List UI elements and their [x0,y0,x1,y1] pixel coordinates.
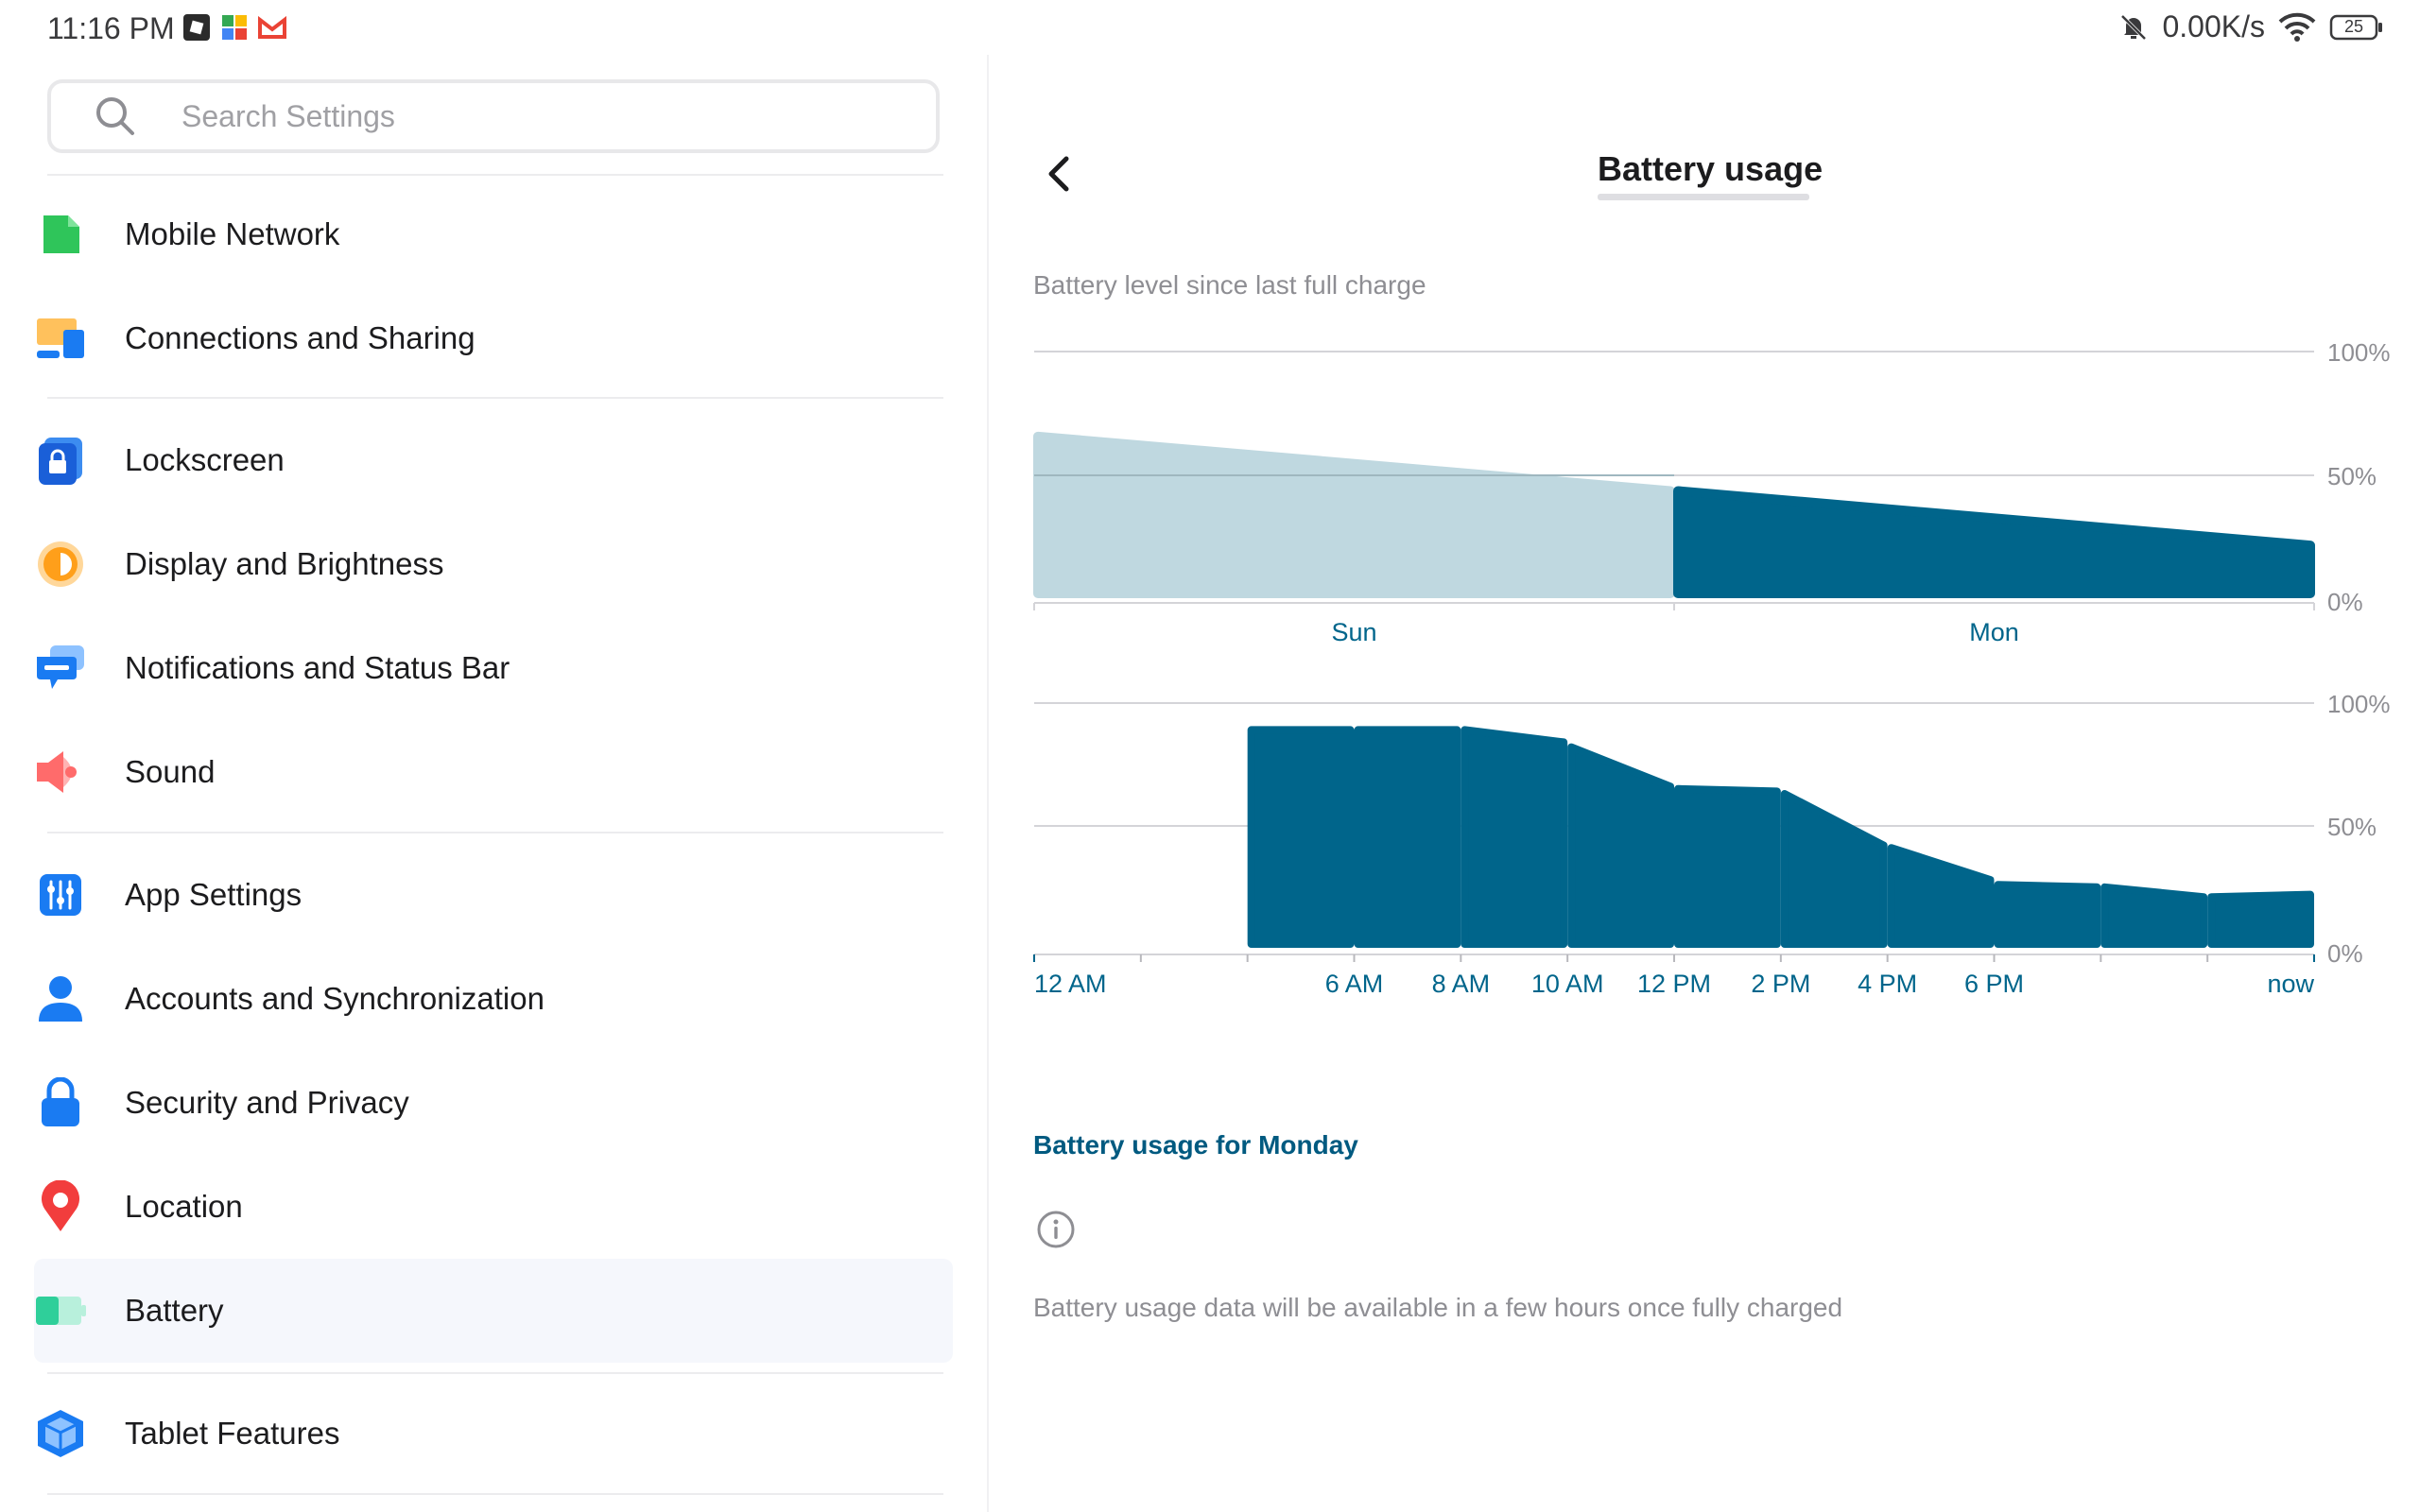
connections-icon [37,318,84,358]
lockscreen-icon [39,438,82,485]
section-title: Battery usage for Monday [1033,1130,1358,1160]
x-tick-label: Sun [1331,618,1376,646]
mobile-network-icon [43,215,79,253]
x-tick-label: Mon [1969,618,2019,646]
usage-bar [1780,790,1888,948]
y-tick-label: 50% [2327,813,2377,841]
sidebar-item-notifications[interactable]: Notifications and Status Bar [34,616,953,720]
chart-caption: Battery level since last full charge [1033,270,1426,300]
search-input[interactable]: Search Settings [47,79,940,153]
sidebar-item-label: Security and Privacy [125,1085,409,1120]
usage-bar [1354,726,1461,948]
x-tick-label: 6 AM [1325,970,1384,998]
x-tick-label: 2 PM [1751,970,1810,998]
sidebar-item-battery[interactable]: Battery [34,1259,953,1363]
divider [47,1372,943,1374]
sidebar-item-label: Battery [125,1293,224,1328]
notifications-icon [37,645,84,689]
sidebar-item-label: Lockscreen [125,442,285,477]
sidebar-item-connections[interactable]: Connections and Sharing [34,286,953,390]
bell-muted-icon [2121,14,2147,40]
info-icon [1037,1211,1075,1248]
display-brightness-icon [38,541,83,587]
wifi-icon [2278,12,2316,42]
network-speed: 0.00K/s [2162,9,2265,43]
title-underline [1598,194,1809,200]
sidebar-item-location[interactable]: Location [34,1155,953,1259]
x-tick-label: 4 PM [1858,970,1917,998]
usage-bar [1461,726,1568,948]
info-note: Battery usage data will be available in … [1033,1293,1843,1322]
x-tick-label: 10 AM [1531,970,1604,998]
battery-icon [36,1297,86,1325]
back-icon[interactable] [1040,151,1078,197]
security-icon [42,1077,79,1126]
x-tick-label: 12 AM [1034,970,1107,998]
search-icon [96,97,134,135]
sidebar-item-app-settings[interactable]: App Settings [34,843,953,947]
status-time: 11:16 PM [47,11,175,45]
puzzle-app-icon [222,15,247,40]
sidebar-item-label: App Settings [125,877,302,912]
area-segment-mon [1673,486,2315,598]
sidebar-item-label: Notifications and Status Bar [125,650,510,685]
battery-charts: 100% 50% 0% Sun Mon 100% 50% 0% 12 AM 6 AM 8 AM 10 … [1033,338,2391,998]
sidebar-item-mobile-network[interactable]: Mobile Network [34,182,953,286]
divider [47,397,943,399]
sidebar-item-label: Display and Brightness [125,546,444,581]
sidebar-item-accounts[interactable]: Accounts and Synchronization [34,947,953,1051]
sidebar-item-label: Accounts and Synchronization [125,981,544,1016]
gmail-icon [258,16,286,39]
tablet-features-icon [38,1410,83,1457]
usage-bar [1247,726,1355,948]
battery-status: 25 [2329,13,2384,42]
y-tick-label: 50% [2327,462,2377,490]
usage-bar [2207,890,2314,948]
sidebar-item-label: Mobile Network [125,216,340,251]
status-right: 0.00K/s 25 [2118,9,2384,44]
sidebar-item-label: Tablet Features [125,1416,340,1451]
usage-bar [1674,784,1781,948]
search-placeholder: Search Settings [182,98,395,133]
usage-bar [2100,883,2208,948]
y-tick-label: 0% [2327,588,2363,616]
sidebar-item-label: Connections and Sharing [125,320,475,355]
app-settings-icon [40,874,81,916]
accounts-icon [39,976,82,1022]
sidebar-item-label: Sound [125,754,216,789]
sidebar-item-lockscreen[interactable]: Lockscreen [34,408,953,512]
x-tick-label: 12 PM [1637,970,1711,998]
usage-bar [1567,743,1674,948]
divider [47,1493,943,1495]
sidebar-item-display-brightness[interactable]: Display and Brightness [34,512,953,616]
x-tick-label: now [2267,970,2314,998]
location-icon [42,1180,79,1231]
usage-bar [1887,844,1995,948]
sound-icon [37,751,77,793]
area-segment-sun [1033,431,1675,598]
battery-status-icon [2329,14,2382,40]
divider [47,174,943,176]
pane-divider [987,55,989,1512]
divider [47,832,943,833]
x-tick-label: 8 AM [1432,970,1491,998]
sidebar-item-sound[interactable]: Sound [34,720,953,824]
roblox-icon [183,14,210,41]
usage-bar [1994,881,2101,948]
sidebar-item-label: Location [125,1189,243,1224]
x-tick-label: 6 PM [1964,970,2024,998]
sidebar-item-tablet-features[interactable]: Tablet Features [34,1382,953,1486]
y-tick-label: 100% [2327,338,2391,367]
y-tick-label: 0% [2327,939,2363,968]
page-title: Battery usage [1598,149,1824,188]
status-app-icons [182,13,286,42]
y-tick-label: 100% [2327,690,2391,718]
sidebar-item-security[interactable]: Security and Privacy [34,1051,953,1155]
battery-level-text: 25 [2343,16,2364,36]
